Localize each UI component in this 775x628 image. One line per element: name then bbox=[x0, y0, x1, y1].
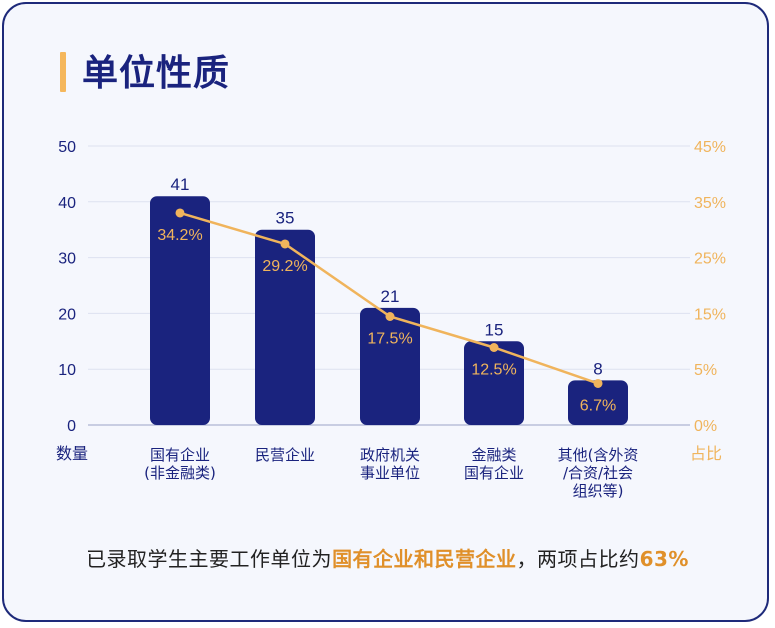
title-accent-bar bbox=[60, 52, 66, 92]
y2-tick-label: 15% bbox=[694, 306, 726, 323]
percent-point bbox=[175, 208, 185, 218]
x-category-label: 国有企业 bbox=[464, 464, 524, 482]
x-category-label: (非金融类) bbox=[144, 464, 216, 482]
bar bbox=[568, 380, 628, 425]
x-category-label: 其他(含外资 bbox=[558, 446, 639, 464]
bar-value-label: 21 bbox=[381, 287, 400, 306]
percent-point bbox=[385, 312, 395, 321]
bar-value-label: 35 bbox=[276, 209, 295, 228]
x-category-label: /合资/社会 bbox=[563, 464, 633, 482]
y-tick-label: 20 bbox=[58, 306, 76, 323]
percent-point bbox=[593, 378, 603, 388]
y2-tick-label: 0% bbox=[694, 418, 717, 435]
page-title: 单位性质 bbox=[82, 53, 231, 94]
y2-axis-title: 占比 bbox=[690, 444, 722, 463]
x-category-label: 组织等) bbox=[573, 482, 624, 500]
bar bbox=[464, 341, 524, 425]
y2-tick-label: 5% bbox=[694, 362, 717, 379]
percent-label: 34.2% bbox=[157, 227, 202, 244]
footer-middle: ，两项占比约 bbox=[516, 547, 640, 571]
percent-point bbox=[489, 343, 499, 352]
bar bbox=[255, 229, 315, 425]
bar bbox=[360, 307, 420, 425]
footer-highlight: 国有企业和民营企业 bbox=[332, 547, 517, 571]
x-category-label: 事业单位 bbox=[360, 464, 420, 482]
y2-tick-label: 35% bbox=[694, 195, 726, 212]
y-tick-label: 30 bbox=[58, 251, 76, 268]
footer-prefix: 已录取学生主要工作单位为 bbox=[86, 547, 333, 571]
percent-label: 17.5% bbox=[367, 331, 412, 348]
percent-label: 6.7% bbox=[580, 397, 616, 414]
percent-label: 12.5% bbox=[471, 362, 516, 379]
bar-value-label: 15 bbox=[485, 320, 504, 339]
y-tick-label: 40 bbox=[58, 195, 76, 212]
x-category-label: 金融类 bbox=[471, 446, 516, 464]
y2-tick-label: 25% bbox=[694, 251, 726, 268]
bar bbox=[150, 196, 210, 425]
x-category-label: 政府机关 bbox=[360, 446, 420, 464]
footer-highlight-percent: 63% bbox=[639, 547, 689, 571]
y-tick-label: 0 bbox=[67, 418, 76, 435]
footer-summary: 已录取学生主要工作单位为国有企业和民营企业，两项占比约63% bbox=[0, 543, 775, 572]
y2-tick-label: 45% bbox=[694, 139, 726, 156]
bar-value-label: 8 bbox=[593, 359, 602, 378]
percent-point bbox=[280, 239, 290, 249]
y-tick-label: 10 bbox=[58, 362, 76, 379]
bar-value-label: 41 bbox=[171, 175, 190, 194]
y-tick-label: 50 bbox=[58, 139, 76, 156]
x-category-label: 国有企业 bbox=[150, 446, 210, 464]
y-axis-title: 数量 bbox=[56, 444, 88, 463]
x-category-label: 民营企业 bbox=[255, 446, 315, 464]
percent-label: 29.2% bbox=[262, 258, 307, 275]
